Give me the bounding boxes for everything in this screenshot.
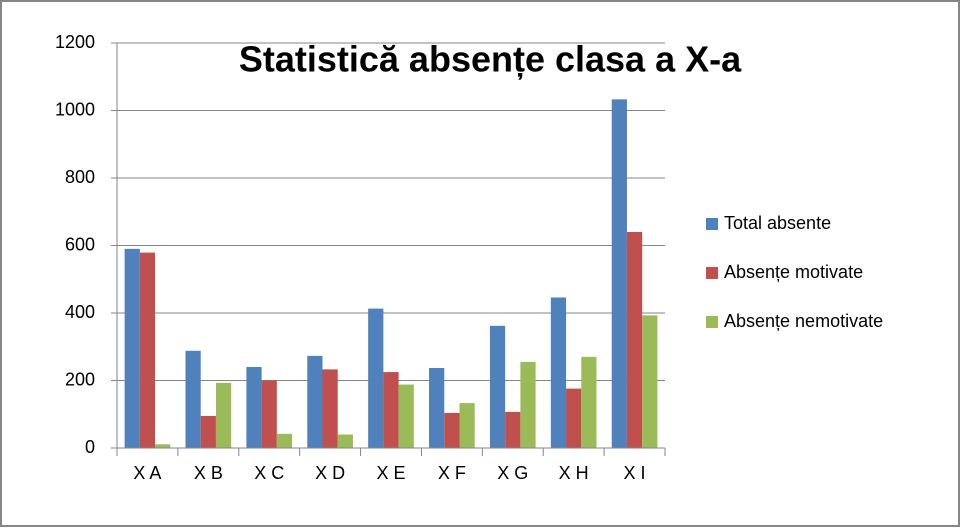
y-tick-label: 600 xyxy=(65,234,95,254)
bar xyxy=(459,403,475,448)
y-tick-label: 200 xyxy=(65,369,95,389)
bar xyxy=(261,380,277,448)
bar xyxy=(322,369,338,448)
bar xyxy=(307,355,323,448)
bar xyxy=(185,350,201,448)
legend-swatch xyxy=(706,218,718,230)
x-tick-label: X E xyxy=(376,463,405,483)
x-tick-label: X G xyxy=(497,463,528,483)
legend-swatch xyxy=(706,316,718,328)
bar xyxy=(383,372,399,448)
bar xyxy=(337,434,353,448)
bar xyxy=(200,415,216,448)
bar xyxy=(398,384,414,448)
y-tick-label: 400 xyxy=(65,302,95,322)
x-tick-label: X D xyxy=(315,463,345,483)
bar xyxy=(520,361,536,448)
bar xyxy=(155,444,171,448)
bar xyxy=(246,367,262,448)
bar xyxy=(444,412,460,448)
bar xyxy=(626,232,643,448)
x-tick-label: X F xyxy=(438,463,466,483)
legend-label: Absențe motivate xyxy=(724,262,863,282)
bar xyxy=(276,433,293,448)
y-tick-label: 1200 xyxy=(55,32,95,52)
bar xyxy=(368,308,384,448)
legend-label: Absențe nemotivate xyxy=(724,311,883,331)
bar xyxy=(581,356,597,448)
x-tick-label: X A xyxy=(133,463,161,483)
bar xyxy=(139,252,156,448)
bar xyxy=(550,297,567,448)
bar xyxy=(505,411,521,448)
y-tick-label: 1000 xyxy=(55,99,95,119)
legend-swatch xyxy=(706,267,718,279)
y-tick-label: 800 xyxy=(65,167,95,187)
bar xyxy=(642,315,658,448)
bar xyxy=(611,99,627,449)
bar xyxy=(124,248,140,448)
bar xyxy=(489,325,506,448)
y-tick-label: 0 xyxy=(85,437,95,457)
bar xyxy=(429,368,445,448)
x-tick-label: X I xyxy=(624,463,646,483)
chart-title: Statistică absențe clasa a X-a xyxy=(239,39,742,81)
bar xyxy=(566,388,582,448)
x-tick-label: X B xyxy=(194,463,223,483)
bar xyxy=(215,382,232,448)
legend-label: Total absente xyxy=(724,213,831,233)
x-tick-label: X C xyxy=(254,463,284,483)
x-tick-label: X H xyxy=(559,463,589,483)
